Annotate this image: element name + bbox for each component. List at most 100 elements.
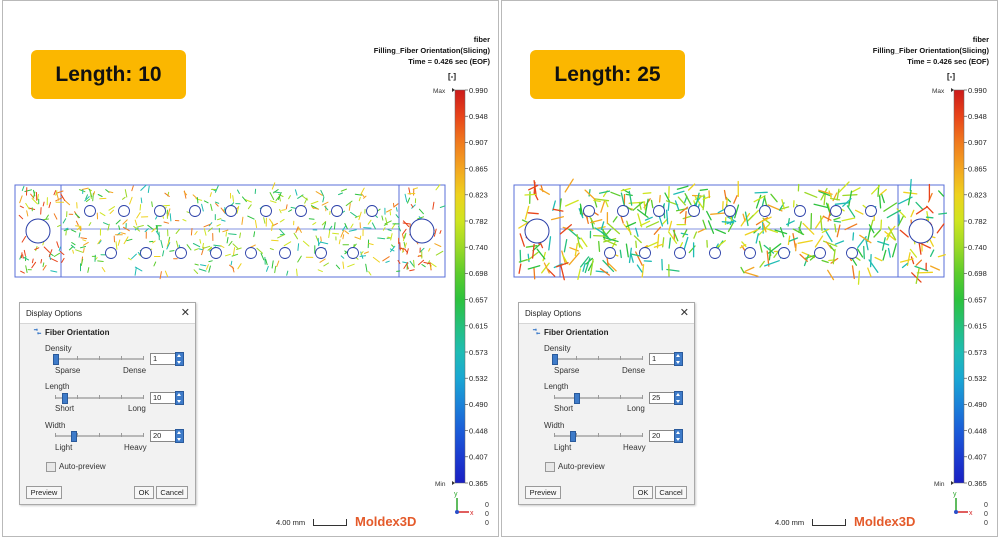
- width-label: Width: [45, 421, 66, 430]
- slider-thumb[interactable]: [574, 393, 580, 404]
- auto-preview-label: Auto-preview: [558, 462, 605, 471]
- legend-max-label: Max: [932, 88, 945, 95]
- width-min-label: Light: [55, 443, 73, 452]
- hole: [674, 247, 686, 259]
- hole: [331, 205, 343, 217]
- length-input[interactable]: 25: [649, 392, 675, 404]
- length-slider[interactable]: [55, 393, 144, 404]
- auto-preview-checkbox[interactable]: [545, 462, 555, 472]
- legend-value: 0.865: [469, 164, 488, 173]
- hole: [154, 205, 166, 217]
- close-icon[interactable]: ✕: [679, 307, 689, 319]
- legend-value: 0.740: [469, 243, 488, 252]
- width-input[interactable]: 20: [150, 430, 176, 442]
- hole: [260, 205, 272, 217]
- preview-button[interactable]: Preview: [525, 486, 561, 499]
- fiber-settings-icon: [33, 328, 42, 335]
- slider-thumb[interactable]: [53, 354, 59, 365]
- slider-tick: [642, 395, 643, 399]
- hole: [709, 247, 721, 259]
- auto-preview-checkbox[interactable]: [46, 462, 56, 472]
- density-max-label: Dense: [622, 366, 646, 375]
- length-input[interactable]: 10: [150, 392, 176, 404]
- length-slider[interactable]: [554, 393, 643, 404]
- part-outline: [14, 184, 446, 278]
- triad-coords: 0 0 0: [984, 501, 988, 528]
- triad-y-label: y: [454, 491, 458, 498]
- width-spinner[interactable]: [175, 429, 184, 443]
- legend-value: 0.490: [469, 400, 488, 409]
- density-spinner[interactable]: [674, 352, 683, 366]
- left-boss: [14, 184, 62, 278]
- slider-tick: [121, 433, 122, 437]
- hole: [814, 247, 826, 259]
- length-spinner[interactable]: [175, 391, 184, 405]
- scale-label: 4.00 mm: [775, 518, 805, 527]
- legend-value: 0.365: [469, 479, 488, 488]
- scale-label: 4.00 mm: [276, 518, 306, 527]
- slider-tick: [598, 433, 599, 437]
- hole: [846, 247, 858, 259]
- hole: [189, 205, 201, 217]
- density-input[interactable]: 1: [150, 353, 176, 365]
- cancel-button[interactable]: Cancel: [655, 486, 687, 499]
- legend-unit: [-]: [448, 72, 456, 81]
- scale-bar: [313, 519, 347, 526]
- boss-hole: [409, 218, 435, 244]
- slider-tick: [77, 356, 78, 360]
- fiber-orientation-model[interactable]: [3, 176, 448, 286]
- legend-value: 0.448: [968, 426, 987, 435]
- ok-button[interactable]: OK: [134, 486, 154, 499]
- result-header: fiber Filling_Fiber Orientation(Slicing)…: [374, 34, 490, 67]
- width-spinner[interactable]: [674, 429, 683, 443]
- width-input[interactable]: 20: [649, 430, 675, 442]
- moldex3d-logo: Moldex3D: [854, 514, 916, 529]
- fiber-streaks: [518, 178, 947, 285]
- color-legend: 0.990 0.948 0.907 0.865 0.823 0.782 0.740 0.698…: [433, 86, 488, 488]
- slider-tick: [642, 356, 643, 360]
- legend-value: 0.532: [968, 374, 987, 383]
- hole: [639, 247, 651, 259]
- result-type: Filling_Fiber Orientation(Slicing): [373, 46, 490, 55]
- result-time: Time = 0.426 sec (EOF): [408, 57, 490, 66]
- slider-thumb[interactable]: [569, 431, 576, 442]
- ok-button[interactable]: OK: [633, 486, 653, 499]
- dialog-title: Display Options: [525, 309, 582, 318]
- preview-button[interactable]: Preview: [26, 486, 62, 499]
- cancel-button[interactable]: Cancel: [156, 486, 188, 499]
- hole: [84, 205, 96, 217]
- hole: [245, 247, 257, 259]
- width-slider[interactable]: [55, 431, 144, 442]
- close-icon[interactable]: ✕: [180, 307, 190, 319]
- density-slider[interactable]: [552, 354, 643, 365]
- right-result-panel: Length: 25 fiber Filling_Fiber Orientati…: [501, 0, 998, 537]
- slider-thumb[interactable]: [552, 354, 558, 365]
- slider-tick: [620, 356, 621, 360]
- legend-value: 0.865: [968, 164, 987, 173]
- fiber-orientation-model[interactable]: [502, 176, 947, 286]
- slider-tick: [143, 433, 144, 437]
- density-input[interactable]: 1: [649, 353, 675, 365]
- legend-color-bar: [454, 89, 466, 484]
- result-time: Time = 0.426 sec (EOF): [907, 57, 989, 66]
- coord-value: 0: [984, 502, 988, 509]
- coord-value: 0: [485, 511, 489, 518]
- boss-hole: [908, 218, 934, 244]
- auto-preview-label: Auto-preview: [59, 462, 106, 471]
- width-slider[interactable]: [554, 431, 643, 442]
- density-slider[interactable]: [53, 354, 144, 365]
- slider-tick: [121, 356, 122, 360]
- slider-tick: [99, 395, 100, 399]
- boss-hole: [524, 218, 550, 244]
- display-options-dialog: Display Options ✕ Fiber Orientation Dens…: [19, 302, 196, 505]
- length-badge: Length: 10: [31, 50, 186, 99]
- slider-thumb[interactable]: [70, 431, 77, 442]
- hole: [295, 205, 307, 217]
- hole: [778, 247, 790, 259]
- slider-tick: [77, 433, 78, 437]
- density-spinner[interactable]: [175, 352, 184, 366]
- slider-tick: [620, 395, 621, 399]
- legend-value: 0.698: [968, 269, 987, 278]
- length-spinner[interactable]: [674, 391, 683, 405]
- slider-thumb[interactable]: [61, 393, 68, 404]
